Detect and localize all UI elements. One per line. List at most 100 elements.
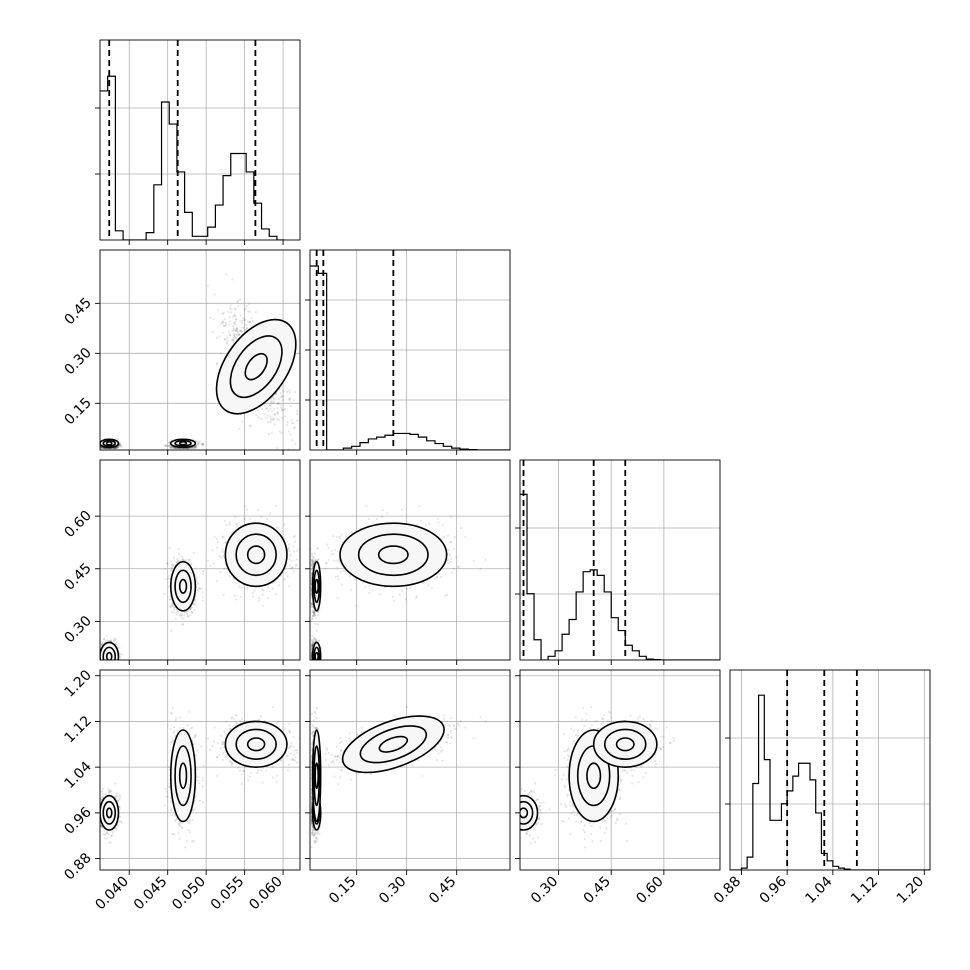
contour-2-0-2-0 — [224, 522, 288, 588]
contour-3-2-2-1 — [603, 728, 647, 760]
panel-frame-1-0 — [99, 249, 301, 451]
scatter-3-1 — [310, 706, 487, 849]
panel-grid-3-3 — [725, 670, 930, 870]
contour-1-0-2-1 — [229, 335, 283, 399]
contour-2-1-0-0 — [311, 641, 322, 660]
contour-1-0-0-2 — [105, 441, 113, 446]
contour-2-0-0-0 — [100, 641, 120, 660]
contour-fill-3-2-2 — [593, 721, 657, 768]
contour-3-0-2-1 — [235, 728, 277, 760]
contour-2-0-0-1 — [102, 646, 117, 660]
panel-frame-2-0 — [99, 459, 301, 661]
xtick-label-p0-1: 0.045 — [131, 874, 171, 914]
contour-1-0-0-0 — [100, 438, 120, 449]
contour-3-0-2-2 — [246, 737, 266, 752]
xtick-label-p3-1: 0.96 — [757, 873, 790, 906]
panel-frame-1-1 — [309, 249, 511, 451]
contour-3-1-1-2 — [314, 762, 319, 790]
contour-fill-2-1-2 — [340, 523, 447, 587]
scatter-3-0 — [100, 706, 300, 849]
xtick-label-p0-3: 0.055 — [208, 874, 248, 914]
ytick-label-p2-0: 0.30 — [61, 613, 94, 646]
contour-2-0-0-2 — [105, 651, 113, 660]
contour-3-0-0-0 — [100, 794, 120, 831]
ytick-label-p3-4: 1.20 — [61, 667, 94, 700]
scatter-3-2 — [520, 706, 676, 849]
panel-frame-2-1 — [309, 459, 511, 661]
ytick-label-p2-2: 0.60 — [62, 508, 95, 541]
xtick-label-p1-2: 0.45 — [426, 874, 459, 907]
scatter-2-1 — [310, 505, 487, 660]
contour-2-0-2-2 — [246, 545, 266, 565]
ytick-label-p3-1: 0.96 — [61, 804, 94, 837]
contour-3-2-1-2 — [586, 762, 602, 790]
contour-1-0-1-2 — [178, 441, 188, 446]
contour-2-1-2-1 — [357, 533, 429, 577]
xtick-label-p2-0: 0.30 — [528, 874, 561, 907]
xtick-label-p1-1: 0.30 — [376, 874, 409, 907]
xtick-label-p3-2: 1.04 — [802, 873, 835, 906]
contour-3-2-0-1 — [520, 800, 534, 825]
contour-1-0-1-1 — [174, 439, 192, 447]
xtick-label-p0-0: 0.040 — [92, 873, 132, 913]
contour-3-1-2-2 — [378, 735, 409, 753]
panel-grid-3-2 — [520, 670, 720, 870]
contour-fill-3-2-0 — [520, 795, 538, 830]
scatter-1-0 — [100, 273, 300, 450]
contour-fill-2-0-2 — [225, 523, 287, 587]
ytick-label-p3-3: 1.12 — [61, 713, 94, 746]
contour-3-0-1-1 — [174, 745, 192, 807]
contour-3-0-0-2 — [105, 807, 113, 819]
contour-3-1-1-1 — [313, 745, 321, 807]
contour-1-0-1-0 — [169, 438, 197, 449]
panel-grid-0-0 — [95, 40, 300, 240]
contour-3-2-0-2 — [520, 807, 529, 819]
panel-frame-2-2 — [519, 459, 721, 661]
contour-fill-2-0-0 — [100, 642, 119, 660]
histogram-p3 — [730, 694, 930, 870]
contour-fill-1-0-2 — [216, 319, 296, 414]
panel-frame-3-1 — [309, 669, 511, 871]
contour-fill-3-1-2 — [342, 716, 445, 773]
panel-frame-3-2 — [519, 669, 721, 871]
contour-fill-3-0-1 — [170, 730, 196, 822]
contour-2-0-2-1 — [235, 533, 277, 577]
panel-frame-3-0 — [99, 669, 301, 871]
contour-3-0-0-1 — [102, 800, 117, 825]
panel-frame-0-0 — [99, 39, 301, 241]
xtick-label-p0-2: 0.050 — [169, 874, 209, 914]
ytick-label-p1-0: 0.15 — [61, 395, 94, 428]
contour-2-1-2-0 — [339, 522, 448, 588]
contour-2-0-1-2 — [178, 578, 188, 594]
ytick-label-p1-1: 0.30 — [61, 345, 94, 378]
contour-1-0-2-2 — [244, 352, 268, 381]
contour-fill-3-0-2 — [225, 721, 287, 768]
contour-3-2-2-0 — [592, 720, 658, 768]
contour-3-0-1-2 — [178, 762, 188, 790]
histogram-p2 — [520, 493, 720, 660]
ytick-label-p3-2: 1.04 — [62, 759, 95, 792]
contour-2-0-1-0 — [169, 560, 197, 612]
ytick-label-p3-0: 0.88 — [61, 850, 94, 883]
xtick-label-p3-0: 0.88 — [711, 873, 744, 906]
panel-frame-3-3 — [729, 669, 931, 871]
contour-3-0-2-0 — [224, 720, 288, 768]
contour-3-1-2-0 — [341, 715, 445, 774]
xtick-label-p2-2: 0.60 — [633, 874, 666, 907]
contour-2-1-1-0 — [311, 560, 322, 612]
contour-2-1-2-2 — [377, 545, 409, 565]
contour-3-2-1-0 — [568, 729, 620, 823]
xtick-label-p3-3: 1.12 — [848, 874, 881, 907]
contour-3-1-1-0 — [311, 729, 322, 823]
contour-2-1-0-2 — [314, 651, 319, 660]
contour-3-2-0-0 — [520, 794, 539, 831]
contour-2-1-1-2 — [314, 578, 319, 594]
xtick-label-p2-1: 0.45 — [581, 873, 614, 906]
panel-grid-2-2 — [515, 460, 720, 660]
xtick-label-p0-4: 0.060 — [246, 874, 286, 914]
panel-grid-1-1 — [305, 250, 510, 450]
contour-2-0-1-1 — [174, 569, 192, 604]
contour-3-0-1-0 — [169, 729, 197, 823]
panel-grid-3-0 — [100, 670, 300, 870]
